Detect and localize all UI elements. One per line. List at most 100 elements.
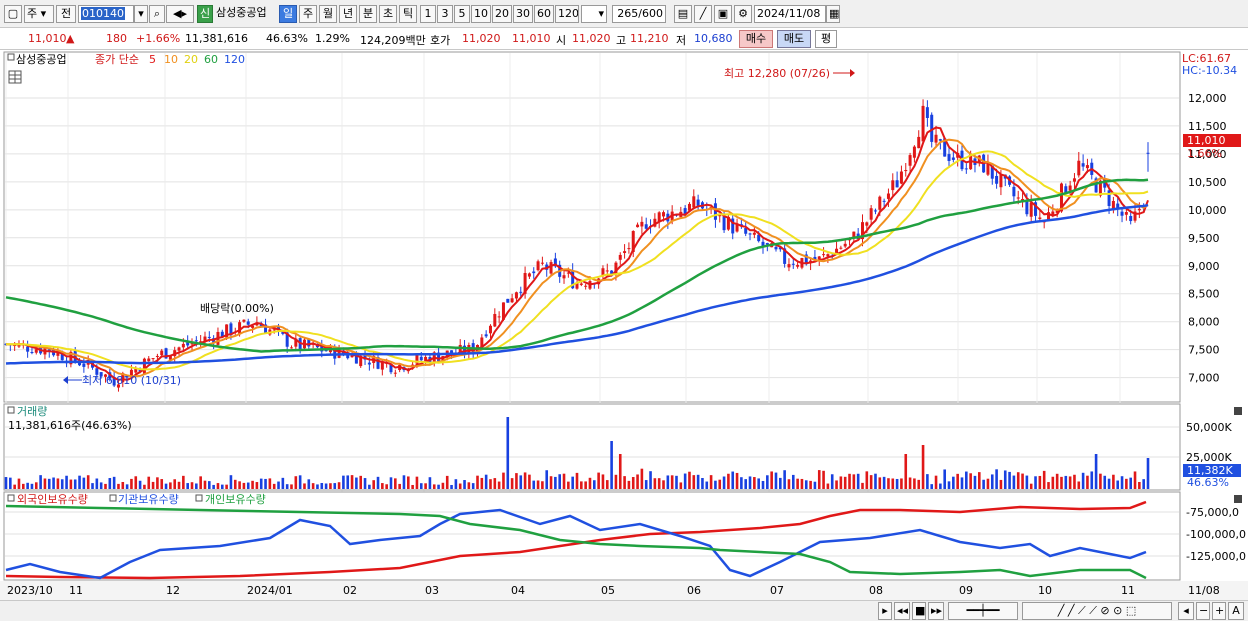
save-icon[interactable]: ▣ — [714, 5, 732, 23]
candle-body — [1068, 185, 1072, 191]
auto-scale-button[interactable]: A — [1228, 602, 1244, 620]
volume-bar — [653, 478, 657, 489]
tab-week[interactable]: 주 — [299, 5, 317, 23]
interval-30[interactable]: 30 — [513, 5, 533, 23]
volume-tick-25000k: 25,000K — [1186, 451, 1232, 464]
volume-bar — [160, 479, 164, 489]
interval-5[interactable]: 5 — [454, 5, 470, 23]
candle-body — [225, 324, 229, 338]
candle-body — [359, 355, 363, 367]
tab-tick[interactable]: 틱 — [399, 5, 417, 23]
candle-body — [346, 354, 350, 359]
scroll-right-icon[interactable]: ▸ — [878, 602, 892, 620]
candle-body — [787, 264, 791, 268]
volume-bar — [104, 483, 107, 489]
volume-bar — [1068, 476, 1072, 489]
fast-forward-icon[interactable]: ▸▸ — [928, 602, 944, 620]
volume-bar — [1125, 478, 1128, 489]
legend-inst-box-icon[interactable] — [109, 494, 117, 502]
candle-body — [190, 343, 194, 345]
stop-icon[interactable]: ■ — [912, 602, 926, 620]
candle-body — [376, 357, 380, 369]
volume-bar — [22, 483, 25, 489]
candle-body — [995, 175, 999, 184]
tab-day[interactable]: 일 — [279, 5, 297, 23]
volume-bar — [208, 481, 211, 489]
individual-holding-line — [5, 504, 1147, 580]
buy-button[interactable]: 매수 — [739, 30, 773, 48]
gear-icon[interactable]: ⚙ — [734, 5, 752, 23]
prev-button[interactable]: 전 — [56, 5, 76, 23]
market-select[interactable]: 주 ▾ — [24, 5, 54, 23]
volume-bar — [307, 479, 311, 489]
search-icon[interactable]: ⌕ — [149, 5, 165, 23]
change-pct: +1.66% — [136, 32, 181, 45]
count-field[interactable]: 265/600 — [612, 5, 666, 23]
volume-bar — [644, 480, 648, 489]
volume-bar — [1034, 476, 1037, 489]
volume-bar — [34, 482, 38, 489]
tab-minute[interactable]: 분 — [359, 5, 377, 23]
tab-year[interactable]: 년 — [339, 5, 357, 23]
volume-bar — [567, 481, 570, 489]
code-dropdown-icon[interactable]: ▾ — [134, 5, 148, 23]
chart-area[interactable]: 12,000 11,500 11,000 10,500 10,000 9,500 9,000… — [0, 50, 1248, 600]
candle-body — [1059, 183, 1063, 212]
price-tick-label: 7,000 — [1188, 372, 1220, 385]
volume-bar — [1051, 476, 1055, 489]
x-axis: 2023/10 11 12 2024/01 02 03 04 05 06 07 08 09 10 11 — [7, 584, 1135, 597]
zoom-slider[interactable]: ━━┿━━ — [948, 602, 1018, 620]
volume-bar — [381, 483, 384, 489]
candle-body — [480, 337, 484, 348]
volume-bar — [593, 480, 596, 489]
calendar-icon[interactable]: ▦ — [826, 5, 840, 23]
data-icon[interactable]: ▤ — [674, 5, 692, 23]
legend-box-icon[interactable] — [7, 53, 15, 61]
interval-60[interactable]: 60 — [534, 5, 554, 23]
volume-bar — [921, 445, 925, 489]
custom-interval-dropdown[interactable]: ▾ — [581, 5, 607, 23]
speaker-icon[interactable]: ◀▸ — [166, 5, 194, 23]
volume-bar — [510, 478, 514, 489]
window-icon[interactable]: ▢ — [4, 5, 22, 23]
volume-bar — [264, 478, 267, 489]
volume-bar — [679, 482, 683, 489]
holding-panel-close-icon[interactable] — [1234, 495, 1242, 503]
interval-120[interactable]: 120 — [555, 5, 579, 23]
candle-body — [861, 222, 864, 240]
candle-body — [627, 248, 631, 250]
open-price: 11,020 — [572, 32, 611, 45]
draw-icon[interactable]: ╱ — [694, 5, 712, 23]
interval-20[interactable]: 20 — [492, 5, 512, 23]
volume-bar — [411, 484, 414, 489]
date-field[interactable]: 2024/11/08 — [754, 5, 826, 23]
candle-body — [103, 374, 107, 377]
volume-bar — [311, 483, 315, 489]
volume-panel-close-icon[interactable] — [1234, 407, 1242, 415]
scroll-left-icon[interactable]: ◂ — [1178, 602, 1194, 620]
drawing-tools[interactable]: ╱ ╱ ⟋ ⟋ ⊘ ⊙ ⬚ — [1022, 602, 1172, 620]
volume-bar — [1060, 476, 1063, 489]
candle-body — [744, 228, 748, 234]
candle-body — [644, 224, 648, 229]
stock-code-input[interactable]: 010140 — [78, 5, 134, 23]
average-button[interactable]: 평 — [815, 30, 837, 48]
interval-1[interactable]: 1 — [420, 5, 436, 23]
sell-button[interactable]: 매도 — [777, 30, 811, 48]
zoom-out-icon[interactable]: − — [1196, 602, 1210, 620]
volume-bar — [458, 483, 462, 489]
holding-legend-box-icon[interactable] — [7, 494, 15, 502]
tab-month[interactable]: 월 — [319, 5, 337, 23]
candle-body — [264, 324, 268, 334]
candle-body — [917, 136, 921, 149]
zoom-in-icon[interactable]: + — [1212, 602, 1226, 620]
legend-ma10: 10 — [164, 53, 178, 66]
rewind-icon[interactable]: ◂◂ — [894, 602, 910, 620]
legend-indiv-box-icon[interactable] — [195, 494, 203, 502]
interval-10[interactable]: 10 — [471, 5, 491, 23]
candle-body — [488, 325, 492, 334]
volume-bar — [212, 484, 215, 489]
interval-3[interactable]: 3 — [437, 5, 453, 23]
tab-second[interactable]: 초 — [379, 5, 397, 23]
volume-legend-box-icon[interactable] — [7, 406, 15, 414]
